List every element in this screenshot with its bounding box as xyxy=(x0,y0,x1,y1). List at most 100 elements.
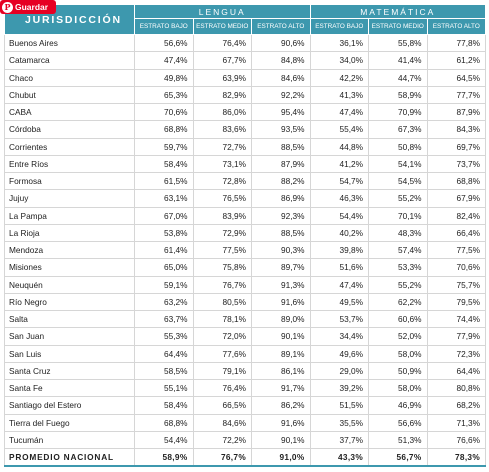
jurisdiction-name: CABA xyxy=(4,102,135,122)
value-cell: 92,3% xyxy=(251,206,311,225)
table-row: Catamarca 47,4% 67,7% 84,8% 34,0% 41,4% 61,2% xyxy=(4,51,487,70)
value-cell: 76,4% xyxy=(192,33,252,53)
value-cell: 88,5% xyxy=(251,223,311,243)
value-cell: 58,4% xyxy=(134,396,194,415)
table-row: La Rioja 53,8% 72,9% 88,5% 40,2% 48,3% 66,4% xyxy=(4,223,487,243)
value-cell: 92,2% xyxy=(251,85,311,105)
value-cell: 36,1% xyxy=(309,33,370,53)
value-cell: 77,6% xyxy=(192,344,252,363)
value-cell: 77,9% xyxy=(426,327,487,346)
table-row: Santa Cruz 58,5% 79,1% 86,1% 29,0% 50,9% 64,4% xyxy=(4,361,487,381)
value-cell: 77,5% xyxy=(426,240,487,260)
value-cell: 73,1% xyxy=(192,154,252,174)
value-cell: 58,0% xyxy=(368,378,428,398)
value-cell: 84,8% xyxy=(251,51,311,70)
value-cell: 54,4% xyxy=(134,430,194,450)
save-pin-button[interactable]: P Guardar xyxy=(0,0,56,14)
value-cell: 78,1% xyxy=(192,309,252,329)
jurisdiction-name: Formosa xyxy=(4,171,135,191)
jurisdiction-name: Tierra del Fuego xyxy=(4,413,135,432)
value-cell: 64,4% xyxy=(134,344,194,363)
value-cell: 49,8% xyxy=(134,68,194,87)
table-row: Tucumán 54,4% 72,2% 90,1% 37,7% 51,3% 76,6% xyxy=(4,430,487,450)
jurisdiction-name: Santiago del Estero xyxy=(4,396,135,415)
value-cell: 54,1% xyxy=(368,154,428,174)
value-cell: 90,1% xyxy=(251,430,311,450)
table-row: Mendoza 61,4% 77,5% 90,3% 39,8% 57,4% 77,5% xyxy=(4,240,487,260)
total-cell: 58,9% xyxy=(134,447,194,467)
table-row: Salta 63,7% 78,1% 89,0% 53,7% 60,6% 74,4% xyxy=(4,309,487,329)
table-row: Chaco 49,8% 63,9% 84,6% 42,2% 44,7% 64,5% xyxy=(4,68,487,87)
value-cell: 61,2% xyxy=(426,51,487,70)
value-cell: 42,2% xyxy=(309,68,370,87)
jurisdiction-name: Córdoba xyxy=(4,120,135,139)
value-cell: 56,6% xyxy=(368,413,428,432)
value-cell: 51,3% xyxy=(368,430,428,450)
value-cell: 54,5% xyxy=(368,171,428,191)
value-cell: 95,4% xyxy=(251,102,311,122)
jurisdiction-name: Chaco xyxy=(4,68,135,87)
value-cell: 55,2% xyxy=(368,189,428,208)
subheader-lengua-bajo: ESTRATO BAJO xyxy=(134,18,194,35)
value-cell: 88,5% xyxy=(251,137,311,156)
value-cell: 55,3% xyxy=(134,327,194,346)
value-cell: 39,8% xyxy=(309,240,370,260)
value-cell: 74,4% xyxy=(426,309,487,329)
value-cell: 35,5% xyxy=(309,413,370,432)
value-cell: 57,4% xyxy=(368,240,428,260)
value-cell: 76,5% xyxy=(192,189,252,208)
value-cell: 67,9% xyxy=(426,189,487,208)
value-cell: 70,1% xyxy=(368,206,428,225)
value-cell: 83,6% xyxy=(192,120,252,139)
value-cell: 41,2% xyxy=(309,154,370,174)
value-cell: 29,0% xyxy=(309,361,370,381)
value-cell: 48,3% xyxy=(368,223,428,243)
value-cell: 44,8% xyxy=(309,137,370,156)
value-cell: 91,6% xyxy=(251,292,311,312)
subheader-matematica-medio: ESTRATO MEDIO xyxy=(368,18,428,35)
table-row: Formosa 61,5% 72,8% 88,2% 54,7% 54,5% 68,8% xyxy=(4,171,487,191)
value-cell: 55,1% xyxy=(134,378,194,398)
value-cell: 91,7% xyxy=(251,378,311,398)
value-cell: 90,1% xyxy=(251,327,311,346)
value-cell: 91,3% xyxy=(251,275,311,294)
value-cell: 50,8% xyxy=(368,137,428,156)
value-cell: 75,7% xyxy=(426,275,487,294)
jurisdiction-name: Corrientes xyxy=(4,137,135,156)
value-cell: 86,2% xyxy=(251,396,311,415)
value-cell: 68,8% xyxy=(134,120,194,139)
value-cell: 76,6% xyxy=(426,430,487,450)
value-cell: 84,3% xyxy=(426,120,487,139)
value-cell: 68,8% xyxy=(134,413,194,432)
value-cell: 76,4% xyxy=(192,378,252,398)
jurisdiction-name: La Rioja xyxy=(4,223,135,243)
jurisdiction-name: Catamarca xyxy=(4,51,135,70)
value-cell: 89,7% xyxy=(251,258,311,277)
jurisdiction-name: Río Negro xyxy=(4,292,135,312)
table-row: CABA 70,6% 86,0% 95,4% 47,4% 70,9% 87,9% xyxy=(4,102,487,122)
jurisdiction-name: Entre Ríos xyxy=(4,154,135,174)
jurisdiction-name: San Juan xyxy=(4,327,135,346)
pinterest-icon: P xyxy=(2,1,13,13)
value-cell: 66,5% xyxy=(192,396,252,415)
table-row: Entre Ríos 58,4% 73,1% 87,9% 41,2% 54,1% 73,7% xyxy=(4,154,487,174)
value-cell: 47,4% xyxy=(134,51,194,70)
value-cell: 80,5% xyxy=(192,292,252,312)
value-cell: 70,9% xyxy=(368,102,428,122)
value-cell: 70,6% xyxy=(426,258,487,277)
jurisdiction-name: Santa Cruz xyxy=(4,361,135,381)
value-cell: 40,2% xyxy=(309,223,370,243)
results-table-container: JURISDICCIÓN LENGUA MATEMÁTICA ESTRATO B… xyxy=(4,4,487,467)
value-cell: 50,9% xyxy=(368,361,428,381)
value-cell: 82,4% xyxy=(426,206,487,225)
value-cell: 86,9% xyxy=(251,189,311,208)
value-cell: 72,8% xyxy=(192,171,252,191)
value-cell: 72,7% xyxy=(192,137,252,156)
value-cell: 41,3% xyxy=(309,85,370,105)
value-cell: 87,9% xyxy=(426,102,487,122)
value-cell: 89,1% xyxy=(251,344,311,363)
value-cell: 63,7% xyxy=(134,309,194,329)
total-cell: 91,0% xyxy=(251,447,311,467)
value-cell: 39,2% xyxy=(309,378,370,398)
value-cell: 90,3% xyxy=(251,240,311,260)
